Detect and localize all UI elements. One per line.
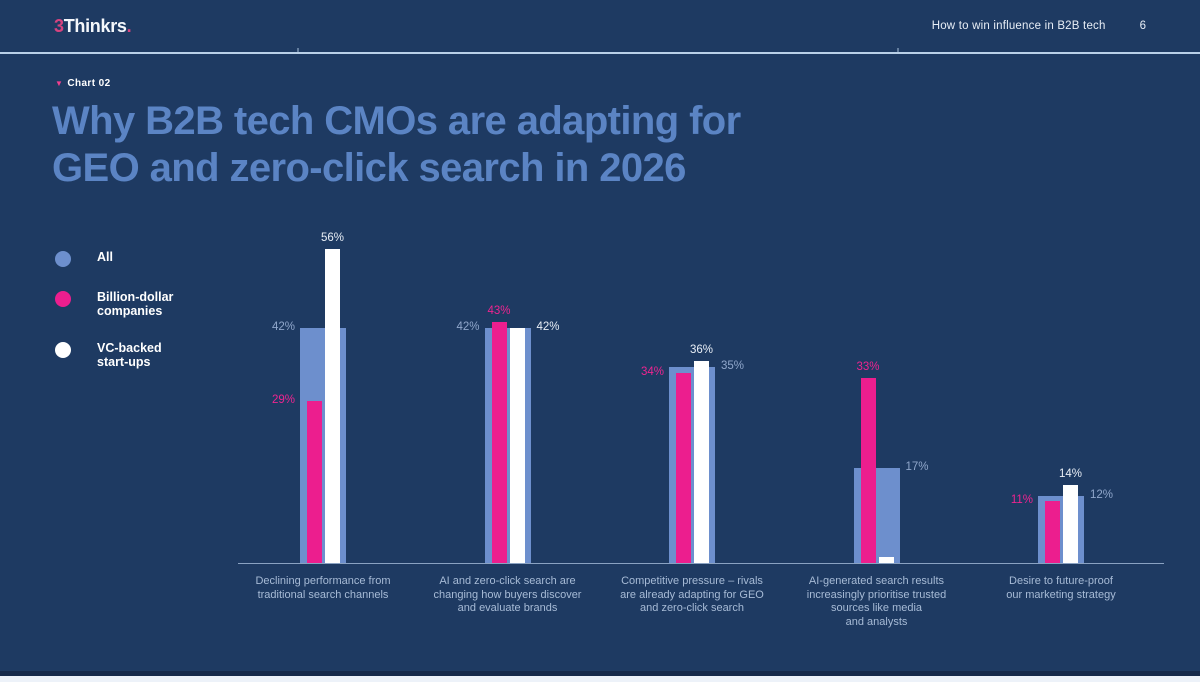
bar-billion-cat5 (1045, 501, 1060, 563)
page-title-line1: Why B2B tech CMOs are adapting for (52, 99, 741, 143)
value-label-all-cat4: 17% (905, 460, 929, 473)
legend-item-all: All (55, 250, 255, 267)
legend-dot-vc (55, 342, 71, 358)
legend-item-vc: VC-backed start-ups (55, 341, 255, 369)
chart-tag-label: Chart 02 (67, 78, 111, 89)
legend-dot-all (55, 251, 71, 267)
slide-bottom-edge (0, 671, 1200, 676)
bar-vc-cat2 (509, 327, 525, 563)
value-label-vc-cat5: 14% (1058, 467, 1083, 480)
bar-vc-cat3 (694, 361, 709, 563)
legend-item-billion: Billion-dollar companies (55, 290, 255, 318)
bar-billion-cat1 (307, 400, 322, 563)
value-label-all-cat1: 42% (271, 320, 295, 333)
legend-label-vc: VC-backed start-ups (97, 341, 162, 369)
legend-label-billion: Billion-dollar companies (97, 290, 174, 318)
bar-billion-cat3 (676, 372, 691, 563)
page-number: 6 (1139, 20, 1146, 32)
value-label-billion-cat5: 11% (1010, 494, 1033, 507)
value-label-vc-cat3: 36% (689, 344, 714, 357)
value-label-billion-cat1: 29% (271, 393, 295, 406)
category-label-cat3: Competitive pressure – rivals are alread… (620, 575, 764, 614)
bar-billion-cat4 (860, 378, 876, 563)
next-page-peek (0, 676, 1200, 682)
value-label-billion-cat3: 34% (640, 365, 664, 378)
header: 3Thinkrs. How to win influence in B2B te… (0, 0, 1200, 54)
legend-label-all: All (97, 250, 113, 264)
chart-tag: ▼ Chart 02 (55, 78, 111, 89)
triangle-down-icon: ▼ (55, 78, 64, 88)
legend-dot-billion (55, 291, 71, 307)
value-label-all-cat5: 12% (1090, 488, 1114, 501)
value-label-all-cat2: 42% (456, 320, 480, 333)
logo-suffix: . (126, 15, 132, 36)
category-label-cat5: Desire to future-proof our marketing str… (1006, 575, 1116, 601)
category-label-cat4: AI-generated search results increasingly… (806, 575, 947, 628)
bar-billion-cat2 (491, 322, 507, 563)
logo: 3Thinkrs. (54, 15, 132, 37)
bar-vc-cat1 (325, 249, 340, 563)
bar-vc-cat5 (1063, 484, 1078, 563)
x-axis-line (238, 563, 1164, 564)
page-title: Why B2B tech CMOs are adapting for GEO an… (52, 98, 741, 192)
page-title-line2: GEO and zero-click search in 2026 (52, 146, 686, 190)
legend: All Billion-dollar companies VC-backed sta… (55, 250, 255, 392)
value-label-all-cat3: 35% (721, 360, 745, 372)
value-label-billion-cat4: 33% (856, 361, 880, 374)
value-label-billion-cat2: 43% (487, 305, 511, 318)
divider-tick (897, 48, 899, 52)
value-label-vc-cat1: 56% (320, 232, 345, 245)
bar-vc-cat4 (878, 557, 894, 563)
category-label-cat1: Declining performance from traditional s… (255, 575, 391, 601)
logo-prefix: 3 (54, 15, 64, 36)
category-label-cat2: AI and zero-click search are changing ho… (433, 575, 582, 614)
divider-tick (297, 48, 299, 52)
logo-name: Thinkrs (63, 15, 127, 36)
document-title: How to win influence in B2B tech (931, 20, 1106, 32)
header-right: How to win influence in B2B tech 6 (932, 20, 1146, 32)
value-label-vc-cat2: 42% (536, 320, 560, 333)
